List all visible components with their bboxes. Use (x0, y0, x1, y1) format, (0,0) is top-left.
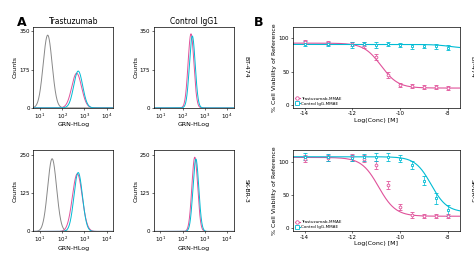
Y-axis label: SK-BR-3: SK-BR-3 (244, 179, 248, 203)
Y-axis label: Counts: Counts (13, 56, 18, 78)
X-axis label: GRN-HLog: GRN-HLog (57, 246, 90, 251)
Y-axis label: SK-BR-3: SK-BR-3 (470, 179, 474, 203)
X-axis label: Log(Conc) [M]: Log(Conc) [M] (354, 241, 398, 246)
Title: Trastuzumab: Trastuzumab (48, 17, 98, 26)
Y-axis label: Counts: Counts (13, 180, 18, 202)
Y-axis label: Counts: Counts (133, 56, 138, 78)
X-axis label: GRN-HLog: GRN-HLog (178, 122, 210, 127)
Legend: Trastuzumab-MMAE, Control IgG-MMAE: Trastuzumab-MMAE, Control IgG-MMAE (295, 97, 341, 106)
Y-axis label: BT-474: BT-474 (470, 56, 474, 78)
X-axis label: Log(Conc) [M]: Log(Conc) [M] (354, 118, 398, 123)
X-axis label: GRN-HLog: GRN-HLog (57, 122, 90, 127)
X-axis label: GRN-HLog: GRN-HLog (178, 246, 210, 251)
Y-axis label: Counts: Counts (133, 180, 138, 202)
Title: Control IgG1: Control IgG1 (170, 17, 218, 26)
Y-axis label: % Cell Viability of Reference: % Cell Viability of Reference (272, 23, 277, 111)
Text: B: B (254, 16, 263, 29)
Y-axis label: % Cell Viability of Reference: % Cell Viability of Reference (272, 147, 277, 235)
Y-axis label: BT-474: BT-474 (244, 56, 248, 78)
Legend: Trastuzumab-MMAE, Control IgG-MMAE: Trastuzumab-MMAE, Control IgG-MMAE (295, 220, 341, 229)
Text: A: A (17, 16, 26, 29)
